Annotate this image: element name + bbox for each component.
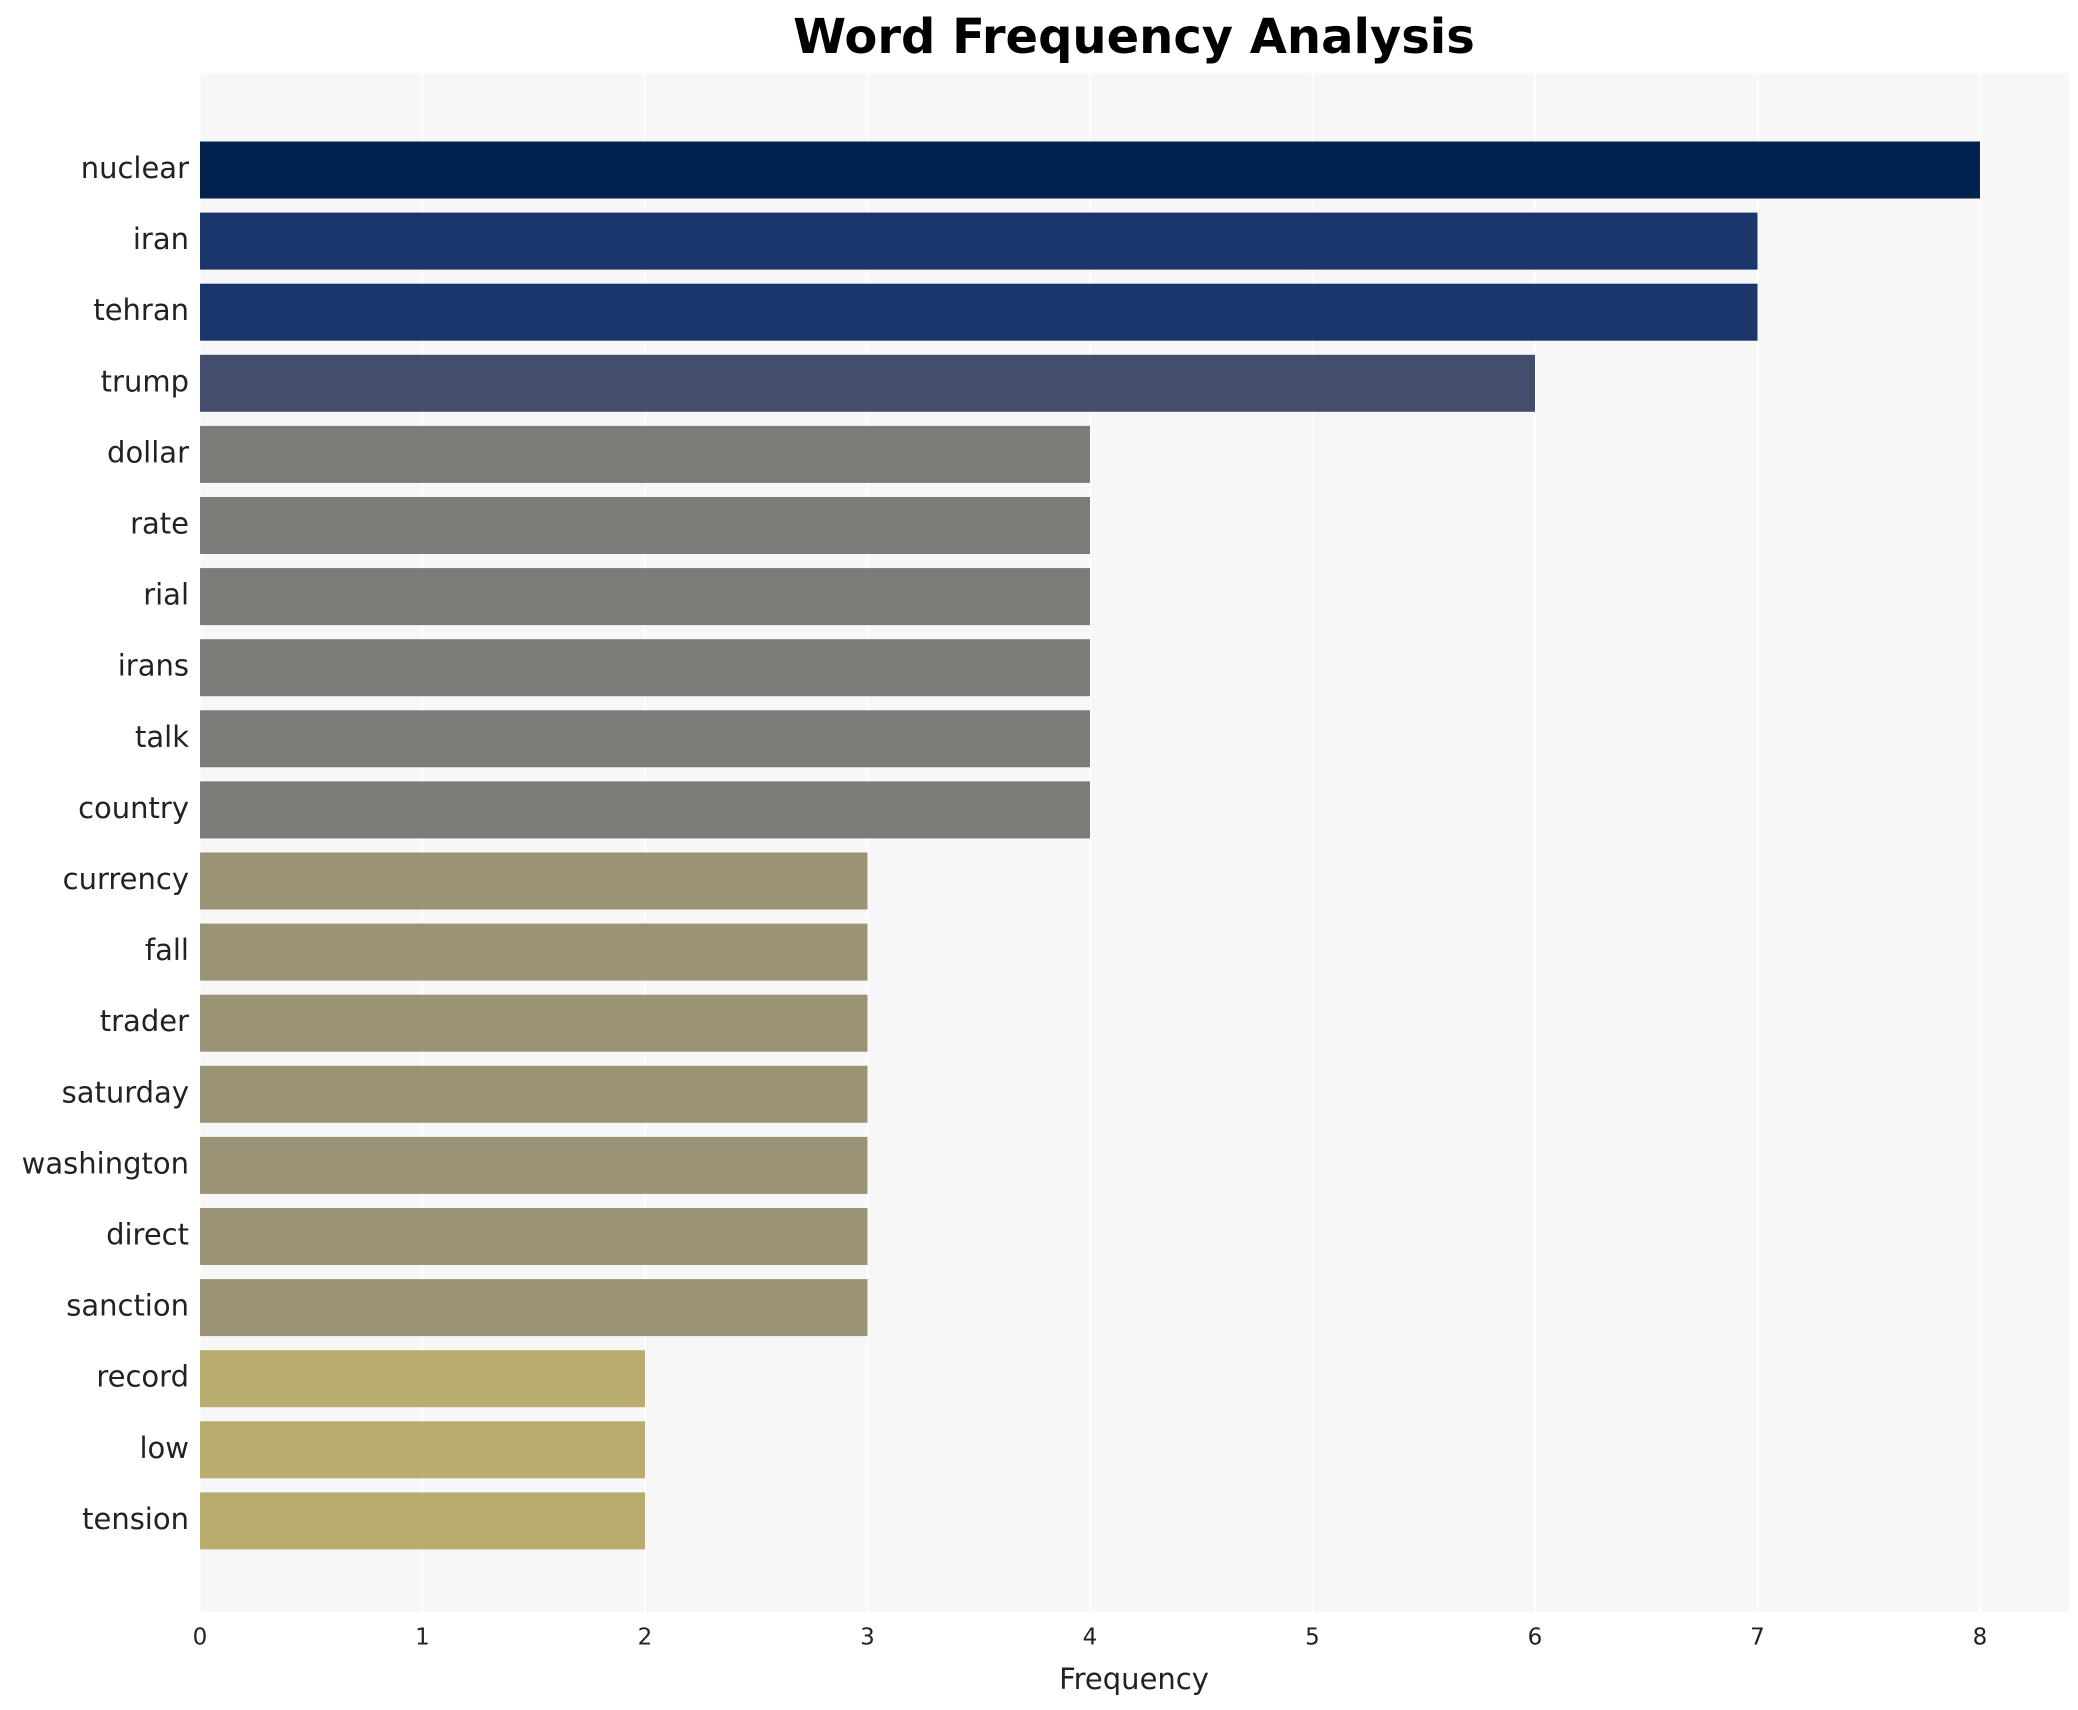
y-tick-label: saturday bbox=[62, 1075, 189, 1109]
bar bbox=[200, 425, 1090, 483]
bar bbox=[200, 1279, 868, 1337]
y-tick-label: talk bbox=[135, 720, 189, 754]
bar bbox=[200, 1421, 645, 1479]
y-tick-label: rial bbox=[143, 578, 189, 612]
bar bbox=[200, 497, 1090, 554]
y-tick-label: nuclear bbox=[81, 151, 189, 185]
y-tick-label: rate bbox=[130, 507, 189, 541]
y-tick-label: fall bbox=[145, 933, 189, 967]
x-tick-label: 8 bbox=[1973, 1625, 1988, 1651]
bar bbox=[200, 1208, 868, 1265]
x-tick-label: 1 bbox=[415, 1625, 430, 1651]
bar bbox=[200, 354, 1535, 412]
x-tick-label: 7 bbox=[1750, 1625, 1765, 1651]
bar bbox=[200, 994, 868, 1052]
bar bbox=[200, 1350, 645, 1408]
y-tick-label: currency bbox=[63, 862, 189, 896]
x-tick-label: 5 bbox=[1305, 1625, 1320, 1651]
y-tick-label: trader bbox=[100, 1004, 189, 1038]
x-tick-label: 3 bbox=[860, 1625, 875, 1651]
bar bbox=[200, 141, 1980, 199]
bar bbox=[200, 568, 1090, 626]
bar bbox=[200, 1065, 868, 1123]
x-tick-label: 6 bbox=[1528, 1625, 1543, 1651]
bar bbox=[200, 283, 1758, 341]
y-tick-label: tehran bbox=[93, 293, 189, 327]
y-tick-label: trump bbox=[101, 364, 189, 398]
x-tick-label: 4 bbox=[1083, 1625, 1098, 1651]
chart-title: Word Frequency Analysis bbox=[793, 9, 1475, 65]
y-tick-label: sanction bbox=[66, 1289, 189, 1323]
y-tick-label: tension bbox=[82, 1502, 189, 1536]
y-tick-label: record bbox=[96, 1360, 189, 1394]
y-tick-label: irans bbox=[118, 649, 189, 683]
y-tick-label: low bbox=[139, 1431, 189, 1465]
y-tick-label: iran bbox=[133, 222, 189, 256]
x-axis-label: Frequency bbox=[1059, 1662, 1209, 1696]
bar bbox=[200, 639, 1090, 697]
y-tick-label: dollar bbox=[107, 435, 189, 469]
bar bbox=[200, 710, 1090, 768]
bar bbox=[200, 781, 1090, 839]
y-tick-label: country bbox=[78, 791, 189, 825]
bar bbox=[200, 212, 1758, 270]
bar bbox=[200, 1492, 645, 1550]
bar bbox=[200, 852, 868, 910]
y-tick-label: washington bbox=[22, 1146, 189, 1180]
bar bbox=[200, 923, 868, 981]
y-tick-label: direct bbox=[106, 1218, 189, 1252]
x-tick-label: 2 bbox=[638, 1625, 653, 1651]
x-tick-label: 0 bbox=[193, 1625, 208, 1651]
bar bbox=[200, 1136, 868, 1194]
